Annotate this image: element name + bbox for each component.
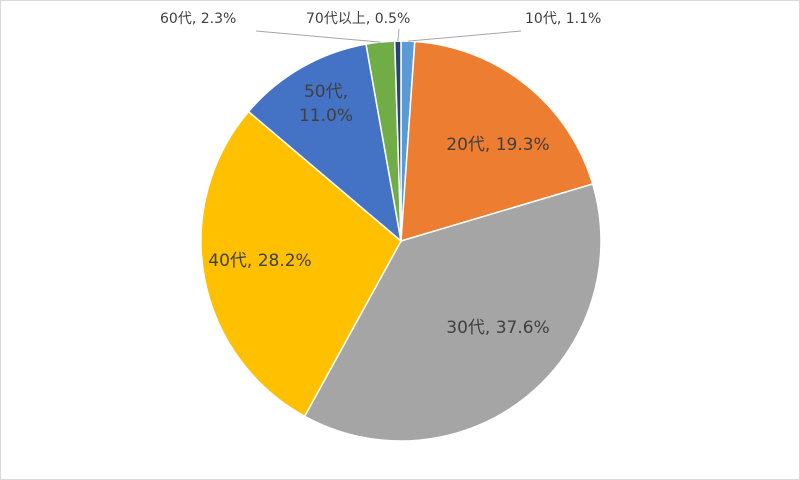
data-label-2: 20代, 19.3% (446, 135, 549, 155)
data-label-5: 50代, 11.0% (299, 82, 353, 126)
pie-slice-7 (393, 40, 402, 242)
data-label-5-line-1: 50代, (304, 82, 348, 102)
leader-lines (255, 28, 522, 43)
leader-line-6 (255, 30, 381, 43)
data-label-7: 70代以上, 0.5% (306, 11, 410, 27)
data-label-5-line-2: 11.0% (299, 106, 353, 126)
pie-slices (200, 40, 602, 442)
data-label-6: 60代, 2.3% (160, 11, 236, 27)
data-label-1: 10代, 1.1% (525, 11, 601, 27)
data-labels: 10代, 1.1% 20代, 19.3% 30代, 37.6% 40代, 28.2% 5… (160, 11, 601, 338)
data-label-3: 30代, 37.6% (446, 318, 549, 338)
pie-slice-5 (247, 43, 403, 243)
pie-slice-3 (303, 183, 602, 442)
leader-line-7 (397, 28, 400, 42)
leader-line-1 (407, 30, 522, 42)
data-label-4: 40代, 28.2% (208, 251, 311, 271)
pie-slice-4 (200, 110, 402, 418)
pie-slice-2 (400, 40, 594, 243)
